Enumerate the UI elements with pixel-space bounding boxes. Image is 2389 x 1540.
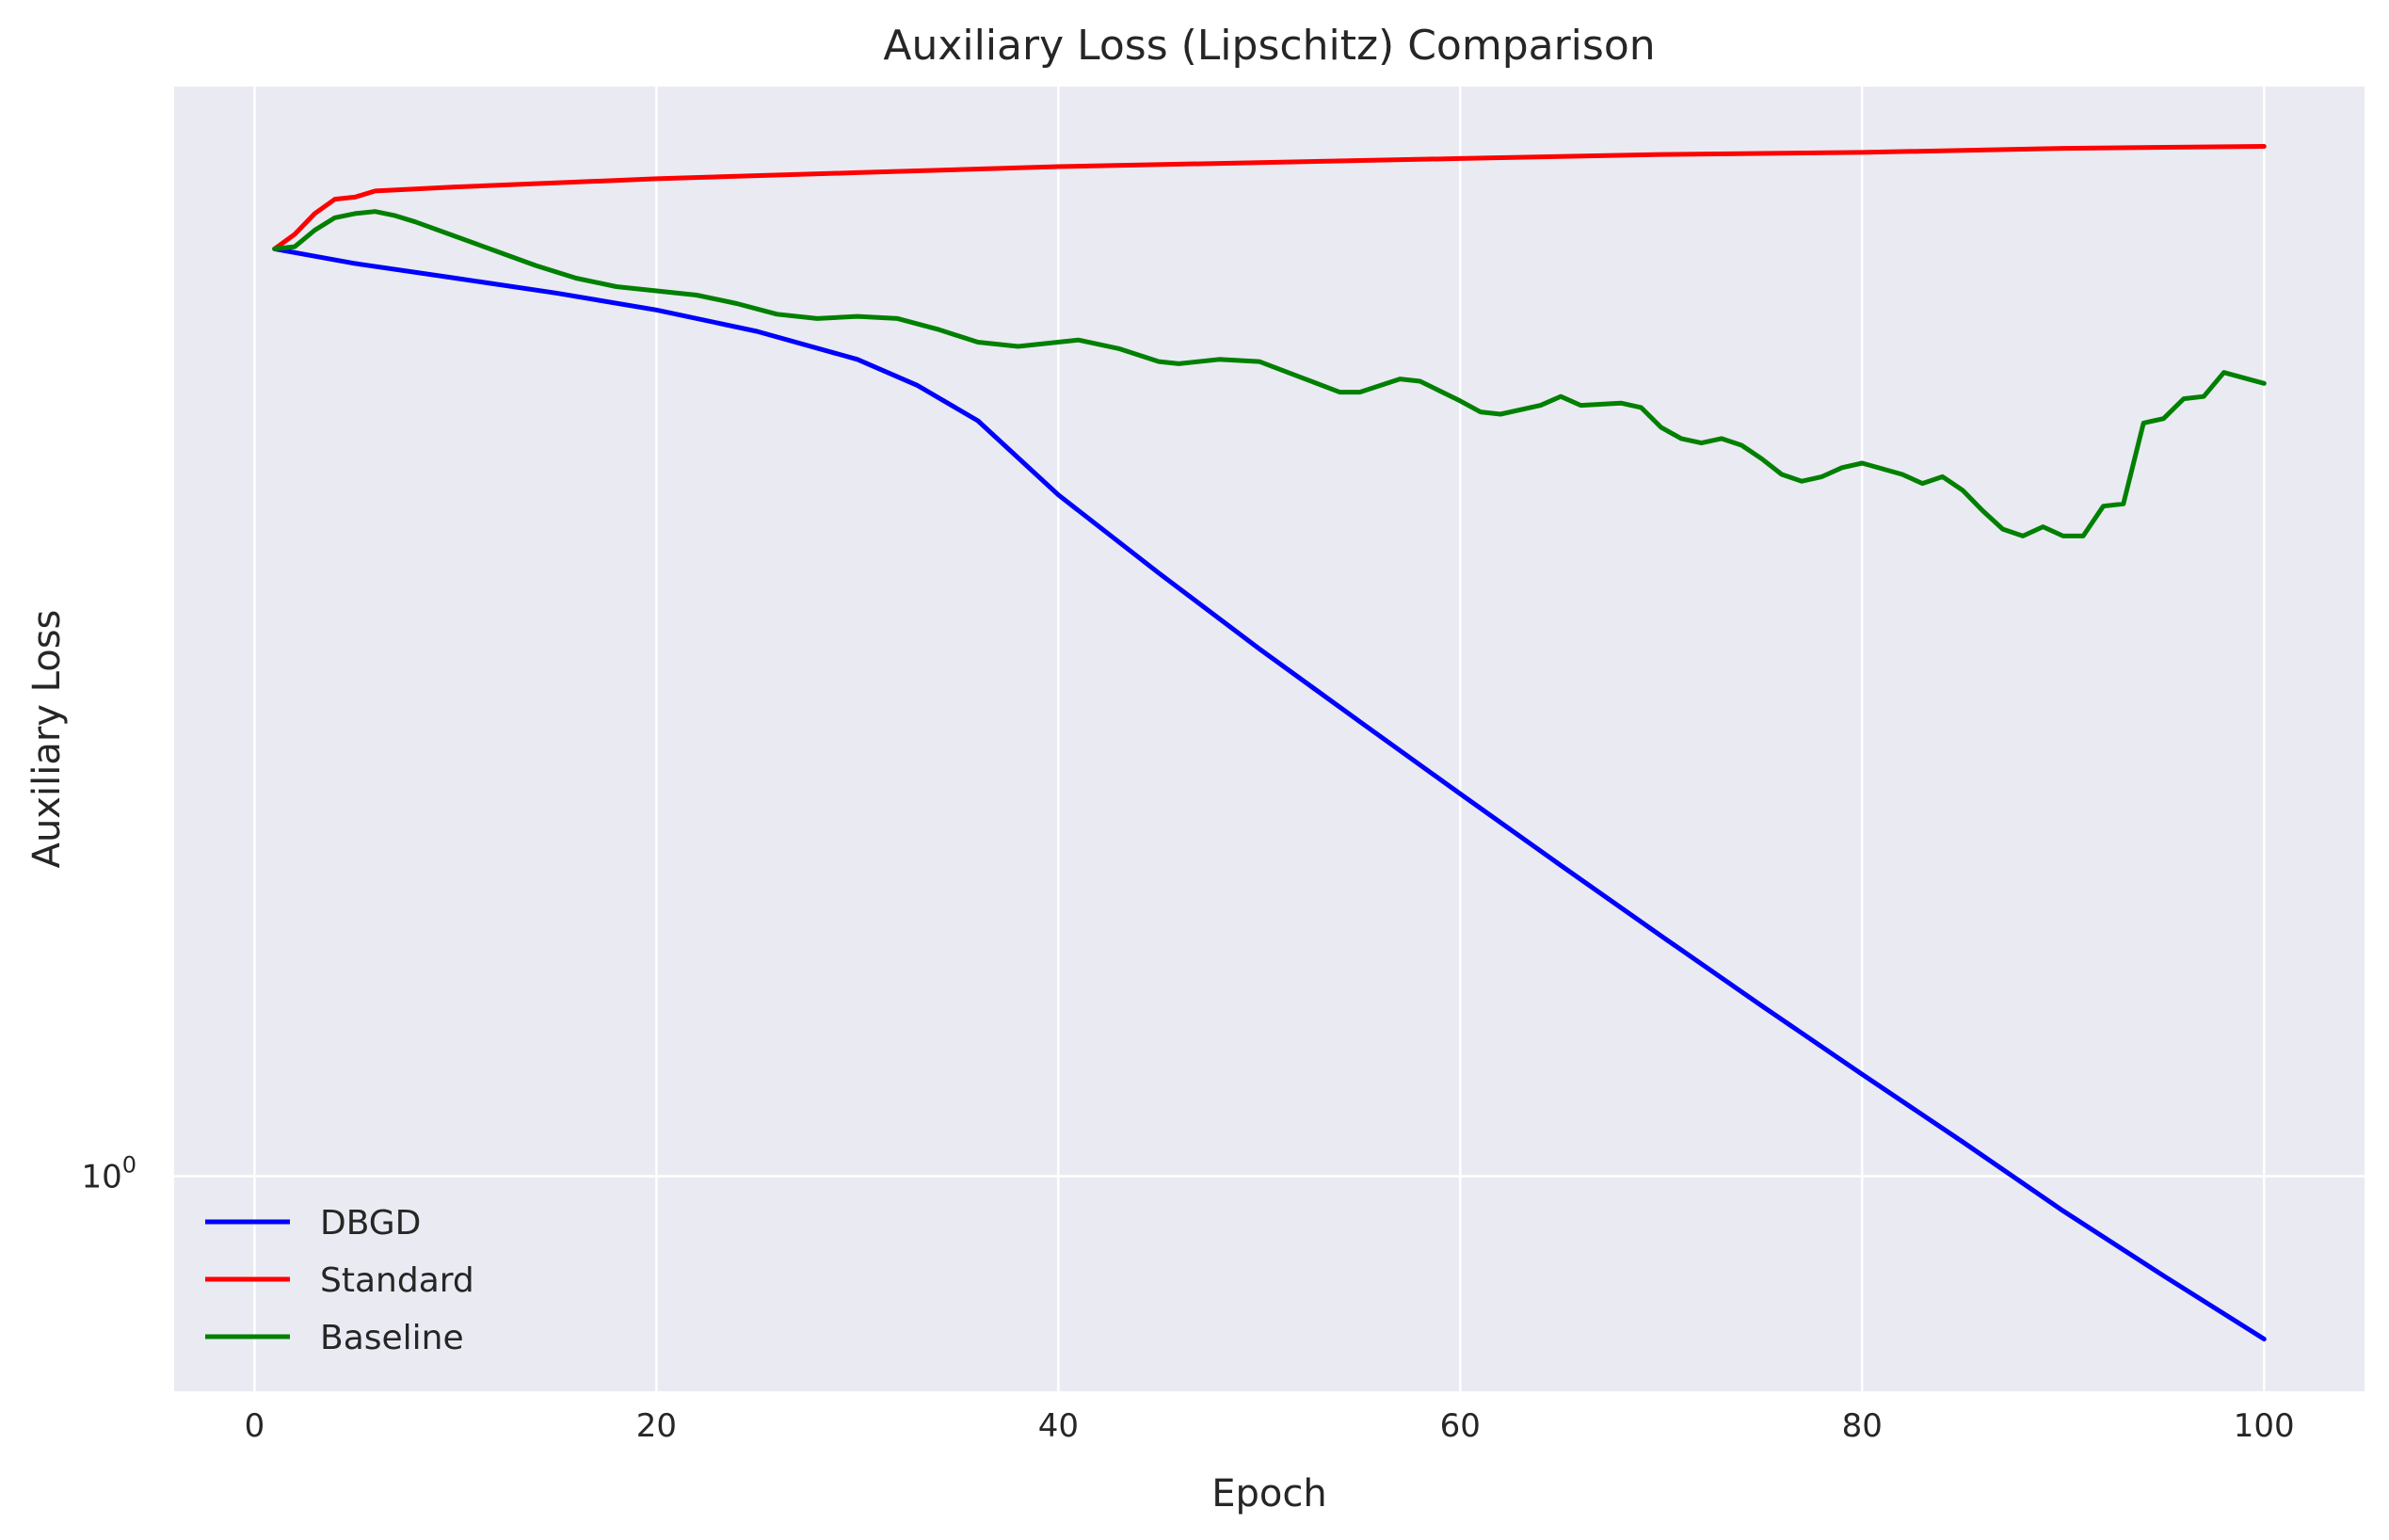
y-tick-label: 100: [81, 1151, 136, 1195]
legend-label-standard: Standard: [320, 1261, 474, 1300]
series-line-standard: [272, 144, 2267, 251]
x-tick-label: 60: [1440, 1407, 1481, 1445]
x-tick-label: 100: [2234, 1407, 2295, 1445]
x-axis-label: Epoch: [1211, 1472, 1326, 1516]
x-tick-label: 40: [1038, 1407, 1079, 1445]
y-axis-label: Auxiliary Loss: [25, 610, 69, 869]
x-tick-labels: 0 20 40 60 80 100: [245, 1407, 2295, 1445]
legend-label-dbgd: DBGD: [320, 1204, 421, 1243]
series-lines: [272, 144, 2267, 1341]
series-line-dbgd: [272, 246, 2267, 1341]
series-line-baseline: [272, 209, 2267, 538]
x-tick-label: 20: [636, 1407, 677, 1445]
chart-title: Auxiliary Loss (Lipschitz) Comparison: [883, 22, 1655, 70]
legend: DBGD Standard Baseline: [205, 1204, 474, 1357]
x-tick-label: 0: [245, 1407, 265, 1445]
grid-lines: [174, 87, 2365, 1391]
plot-area: [174, 87, 2365, 1391]
legend-label-baseline: Baseline: [320, 1319, 464, 1357]
y-tick-labels: 100: [81, 1151, 136, 1195]
x-tick-label: 80: [1842, 1407, 1883, 1445]
